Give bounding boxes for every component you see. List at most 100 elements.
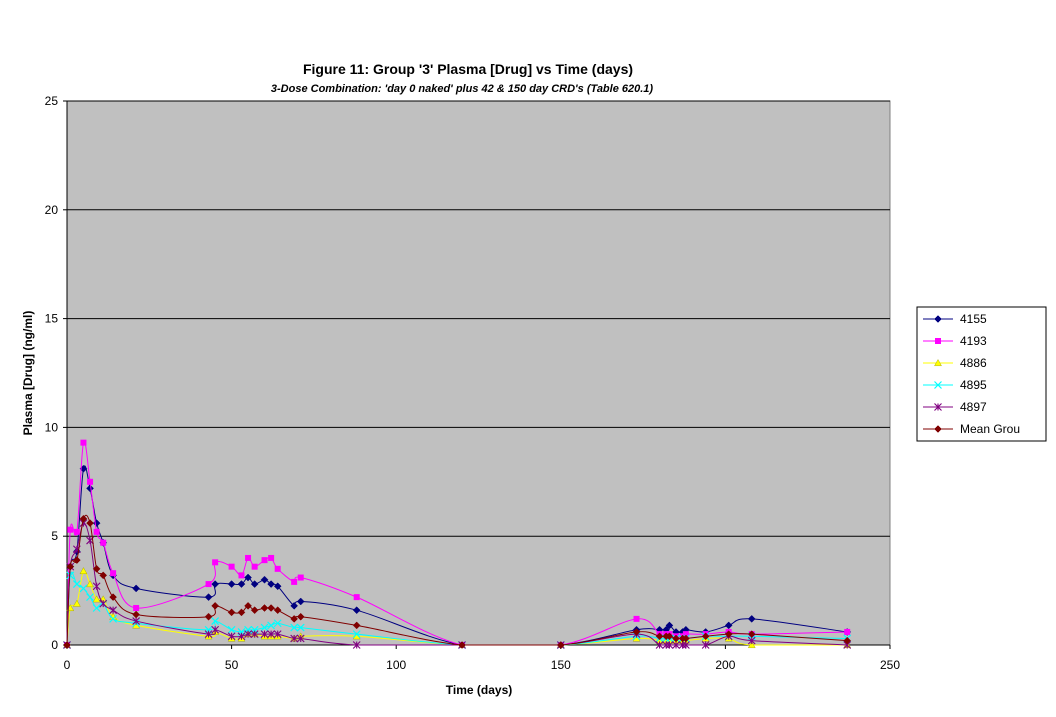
data-point [227,608,236,617]
data-point [204,630,213,639]
data-point [655,632,664,641]
data-point [227,580,236,588]
series-mean-grou [63,514,852,649]
data-point [632,628,641,636]
data-point [79,584,88,593]
data-point [747,641,756,648]
data-point [665,641,674,649]
data-point [72,580,81,588]
data-point [86,593,94,602]
data-point [92,595,101,603]
legend-marker [934,381,942,389]
data-point [211,580,219,588]
data-point [273,606,282,615]
x-tick-label: 50 [225,658,239,672]
data-point [747,636,756,645]
data-point [296,623,305,632]
y-ticks: 0 5 10 15 20 25 [45,94,67,652]
data-point [132,584,140,593]
data-point [237,580,246,588]
data-point [844,628,851,635]
legend-box [916,306,1047,442]
legend-label: 4155 [960,312,987,326]
data-point [352,606,361,615]
data-point [678,641,687,649]
gridlines [67,100,890,537]
data-point [238,572,245,579]
legend-marker [934,403,942,411]
data-point [633,615,640,622]
series-line [66,522,848,646]
data-point [132,617,141,625]
data-point [267,621,276,630]
data-point [109,606,117,615]
data-point [724,630,733,638]
data-point [250,630,259,639]
legend-label: 4193 [960,334,987,348]
data-point [204,593,213,601]
x-ticks: 0 50 100 150 200 250 [64,645,900,672]
data-point [92,604,101,612]
legend-item: 4193 [923,334,987,348]
data-point [244,630,252,639]
data-point [662,641,671,649]
x-axis-title: Time (days) [446,683,512,697]
data-point [260,623,269,632]
data-point [267,604,275,612]
data-point [66,562,75,571]
legend-item: 4897 [923,400,987,414]
data-point [211,625,220,634]
plot-area [66,100,891,646]
y-axis-title: Plasma [Drug] (ng/ml) [21,311,35,436]
legend-marker [935,338,941,344]
data-point [290,634,299,643]
data-point [100,539,107,546]
data-point [244,573,252,582]
y-tick-label: 25 [45,94,59,108]
data-point [211,617,220,625]
data-point [133,605,140,612]
data-point [724,621,733,630]
data-point [227,632,236,641]
data-point [63,641,71,649]
data-point [86,580,94,588]
data-point [211,601,219,610]
data-point [682,631,689,638]
series-layer [63,439,852,649]
y-tick-label: 0 [51,638,58,652]
legend-marker [934,315,942,323]
data-point [92,564,101,573]
data-point [227,625,236,634]
data-point [268,554,275,561]
data-point [228,563,235,570]
data-point [260,575,269,584]
data-point [290,623,299,632]
data-point [261,557,268,564]
x-tick-label: 0 [64,658,71,672]
legend-item: 4895 [923,378,987,392]
legend-label: 4897 [960,400,987,414]
data-point [237,608,246,617]
data-point [655,641,664,649]
data-point [73,599,81,607]
data-point [273,582,282,591]
x-tick-label: 100 [386,658,406,672]
data-point [267,580,275,588]
data-point [73,556,81,564]
data-point [109,614,118,623]
data-point [290,615,299,623]
x-tick-label: 200 [715,658,735,672]
data-point [352,630,361,639]
data-point [291,578,298,585]
data-point [672,641,680,649]
data-point [747,630,756,638]
data-point [92,582,101,591]
data-point [244,601,252,610]
legend-item: 4155 [923,312,987,326]
data-point [79,567,88,575]
data-point [273,619,282,628]
data-point [245,554,252,561]
data-point [93,528,100,535]
data-point [204,612,213,621]
